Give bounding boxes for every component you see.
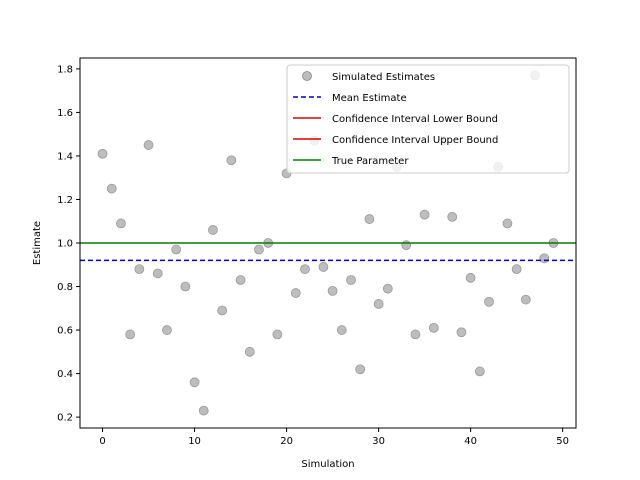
data-point — [428, 322, 439, 333]
data-point — [152, 268, 163, 279]
data-point — [336, 325, 347, 335]
data-point — [539, 253, 550, 264]
x-axis: 0 10 20 30 40 50 — [99, 428, 569, 447]
data-point — [171, 244, 182, 255]
y-tick-label: 1.8 — [57, 64, 73, 75]
legend-label-mean-estimate: Mean Estimate — [332, 93, 407, 104]
legend-marker-simulated-estimates — [302, 71, 312, 81]
y-axis: 0.2 0.4 0.6 0.8 1.0 1.2 1.4 1.6 1.8 — [57, 64, 80, 424]
y-tick-label: 0.8 — [57, 282, 73, 293]
y-tick-label: 1.0 — [57, 239, 73, 250]
data-point — [134, 264, 145, 275]
y-tick-label: 0.2 — [57, 413, 73, 424]
data-point — [520, 294, 531, 305]
data-point — [189, 377, 200, 388]
data-point — [410, 329, 421, 340]
data-point — [355, 364, 366, 375]
x-tick-label: 30 — [372, 436, 385, 447]
data-point — [401, 240, 412, 251]
x-tick-label: 20 — [280, 436, 293, 447]
data-point — [162, 325, 172, 335]
x-tick-label: 50 — [556, 436, 569, 447]
data-point — [346, 275, 356, 285]
data-point — [97, 148, 108, 159]
data-point — [474, 366, 485, 377]
legend-label-ci-upper: Confidence Interval Upper Bound — [332, 135, 498, 146]
data-point — [254, 244, 264, 255]
data-point — [125, 329, 136, 340]
data-point — [511, 264, 522, 275]
data-point — [244, 346, 255, 357]
data-point — [106, 183, 117, 194]
data-point — [198, 405, 209, 416]
y-tick-label: 0.6 — [57, 326, 73, 337]
data-point — [465, 272, 476, 283]
x-tick-label: 40 — [464, 436, 477, 447]
data-point — [364, 214, 375, 224]
data-point — [143, 140, 154, 150]
data-point — [419, 209, 430, 220]
x-axis-label: Simulation — [301, 459, 354, 470]
legend-label-ci-lower: Confidence Interval Lower Bound — [332, 114, 498, 125]
lines-layer — [80, 242, 576, 262]
data-point — [382, 283, 393, 294]
data-point — [447, 211, 458, 222]
y-tick-label: 1.2 — [57, 195, 73, 206]
data-point — [318, 262, 329, 272]
legend-label-simulated-estimates: Simulated Estimates — [332, 72, 435, 83]
legend: Simulated Estimates Mean Estimate Confid… — [286, 64, 570, 174]
data-point — [116, 218, 126, 229]
data-point — [300, 264, 310, 275]
data-point — [235, 275, 246, 285]
data-point — [327, 285, 338, 296]
data-point — [180, 281, 191, 292]
data-point — [484, 296, 494, 307]
x-tick-label: 0 — [99, 436, 105, 447]
data-point — [226, 155, 237, 166]
data-point — [456, 327, 467, 338]
x-tick-label: 10 — [188, 436, 201, 447]
y-tick-label: 0.4 — [57, 369, 73, 380]
y-tick-label: 1.4 — [57, 151, 73, 162]
data-point — [373, 299, 384, 309]
data-point — [502, 218, 513, 229]
data-point — [272, 329, 283, 340]
data-point — [290, 288, 301, 298]
data-point — [217, 305, 228, 316]
y-axis-label: Estimate — [32, 221, 43, 265]
y-tick-label: 1.6 — [57, 108, 73, 119]
legend-label-true-parameter: True Parameter — [331, 156, 409, 167]
legend-frame — [286, 64, 570, 174]
data-point — [208, 225, 218, 235]
